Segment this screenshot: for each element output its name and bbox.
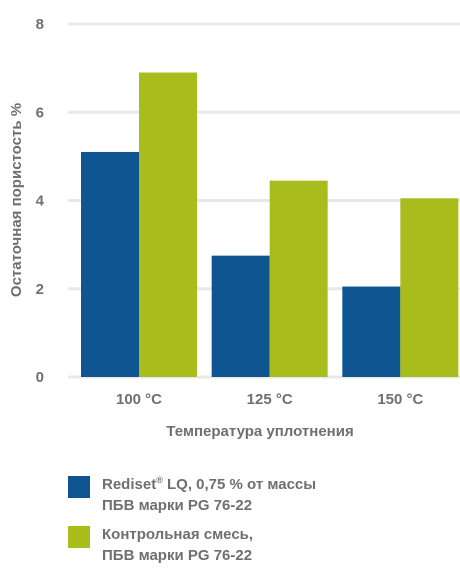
bar-control-2 bbox=[400, 198, 459, 377]
bar-rediset-1 bbox=[211, 255, 270, 377]
bar-control-0 bbox=[139, 72, 197, 377]
legend: Rediset® LQ, 0,75 % от массы ПБВ марки P… bbox=[68, 474, 448, 574]
bar-rediset-0 bbox=[81, 151, 139, 377]
x-axis-title: Температура уплотнения bbox=[166, 423, 353, 440]
legend-item-control: Контрольная смесь, ПБВ марки PG 76-22 bbox=[68, 524, 448, 566]
legend-label-line1: Rediset® LQ, 0,75 % от массы bbox=[102, 475, 317, 494]
y-tick-label: 4 bbox=[36, 193, 45, 210]
y-axis-title: Остаточная пористость % bbox=[8, 103, 25, 297]
legend-item-rediset: Rediset® LQ, 0,75 % от массы ПБВ марки P… bbox=[68, 474, 448, 516]
bar-control-1 bbox=[269, 180, 328, 377]
legend-label-line2: ПБВ марки PG 76-22 bbox=[102, 547, 253, 564]
legend-label-line1: Контрольная смесь, bbox=[102, 526, 254, 543]
y-tick-label: 2 bbox=[36, 281, 44, 298]
bars bbox=[81, 72, 459, 377]
y-tick-label: 0 bbox=[36, 369, 44, 386]
y-tick-label: 8 bbox=[36, 16, 44, 33]
legend-label-line2: ПБВ марки PG 76-22 bbox=[102, 497, 253, 514]
x-tick-label: 100 °C bbox=[116, 391, 162, 408]
x-tick-label: 125 °C bbox=[247, 391, 293, 408]
y-tick-labels: 0 2 4 6 8 bbox=[36, 16, 45, 386]
legend-swatch-control bbox=[68, 526, 90, 548]
x-tick-labels: 100 °C 125 °C 150 °C bbox=[116, 391, 424, 408]
bar-chart: 0 2 4 6 8 100 °C 125 °C 150 °C Температура упл… bbox=[8, 16, 460, 440]
x-tick-label: 150 °C bbox=[377, 391, 423, 408]
legend-swatch-rediset bbox=[68, 476, 90, 498]
bar-rediset-2 bbox=[342, 286, 401, 377]
y-tick-label: 6 bbox=[36, 104, 44, 121]
